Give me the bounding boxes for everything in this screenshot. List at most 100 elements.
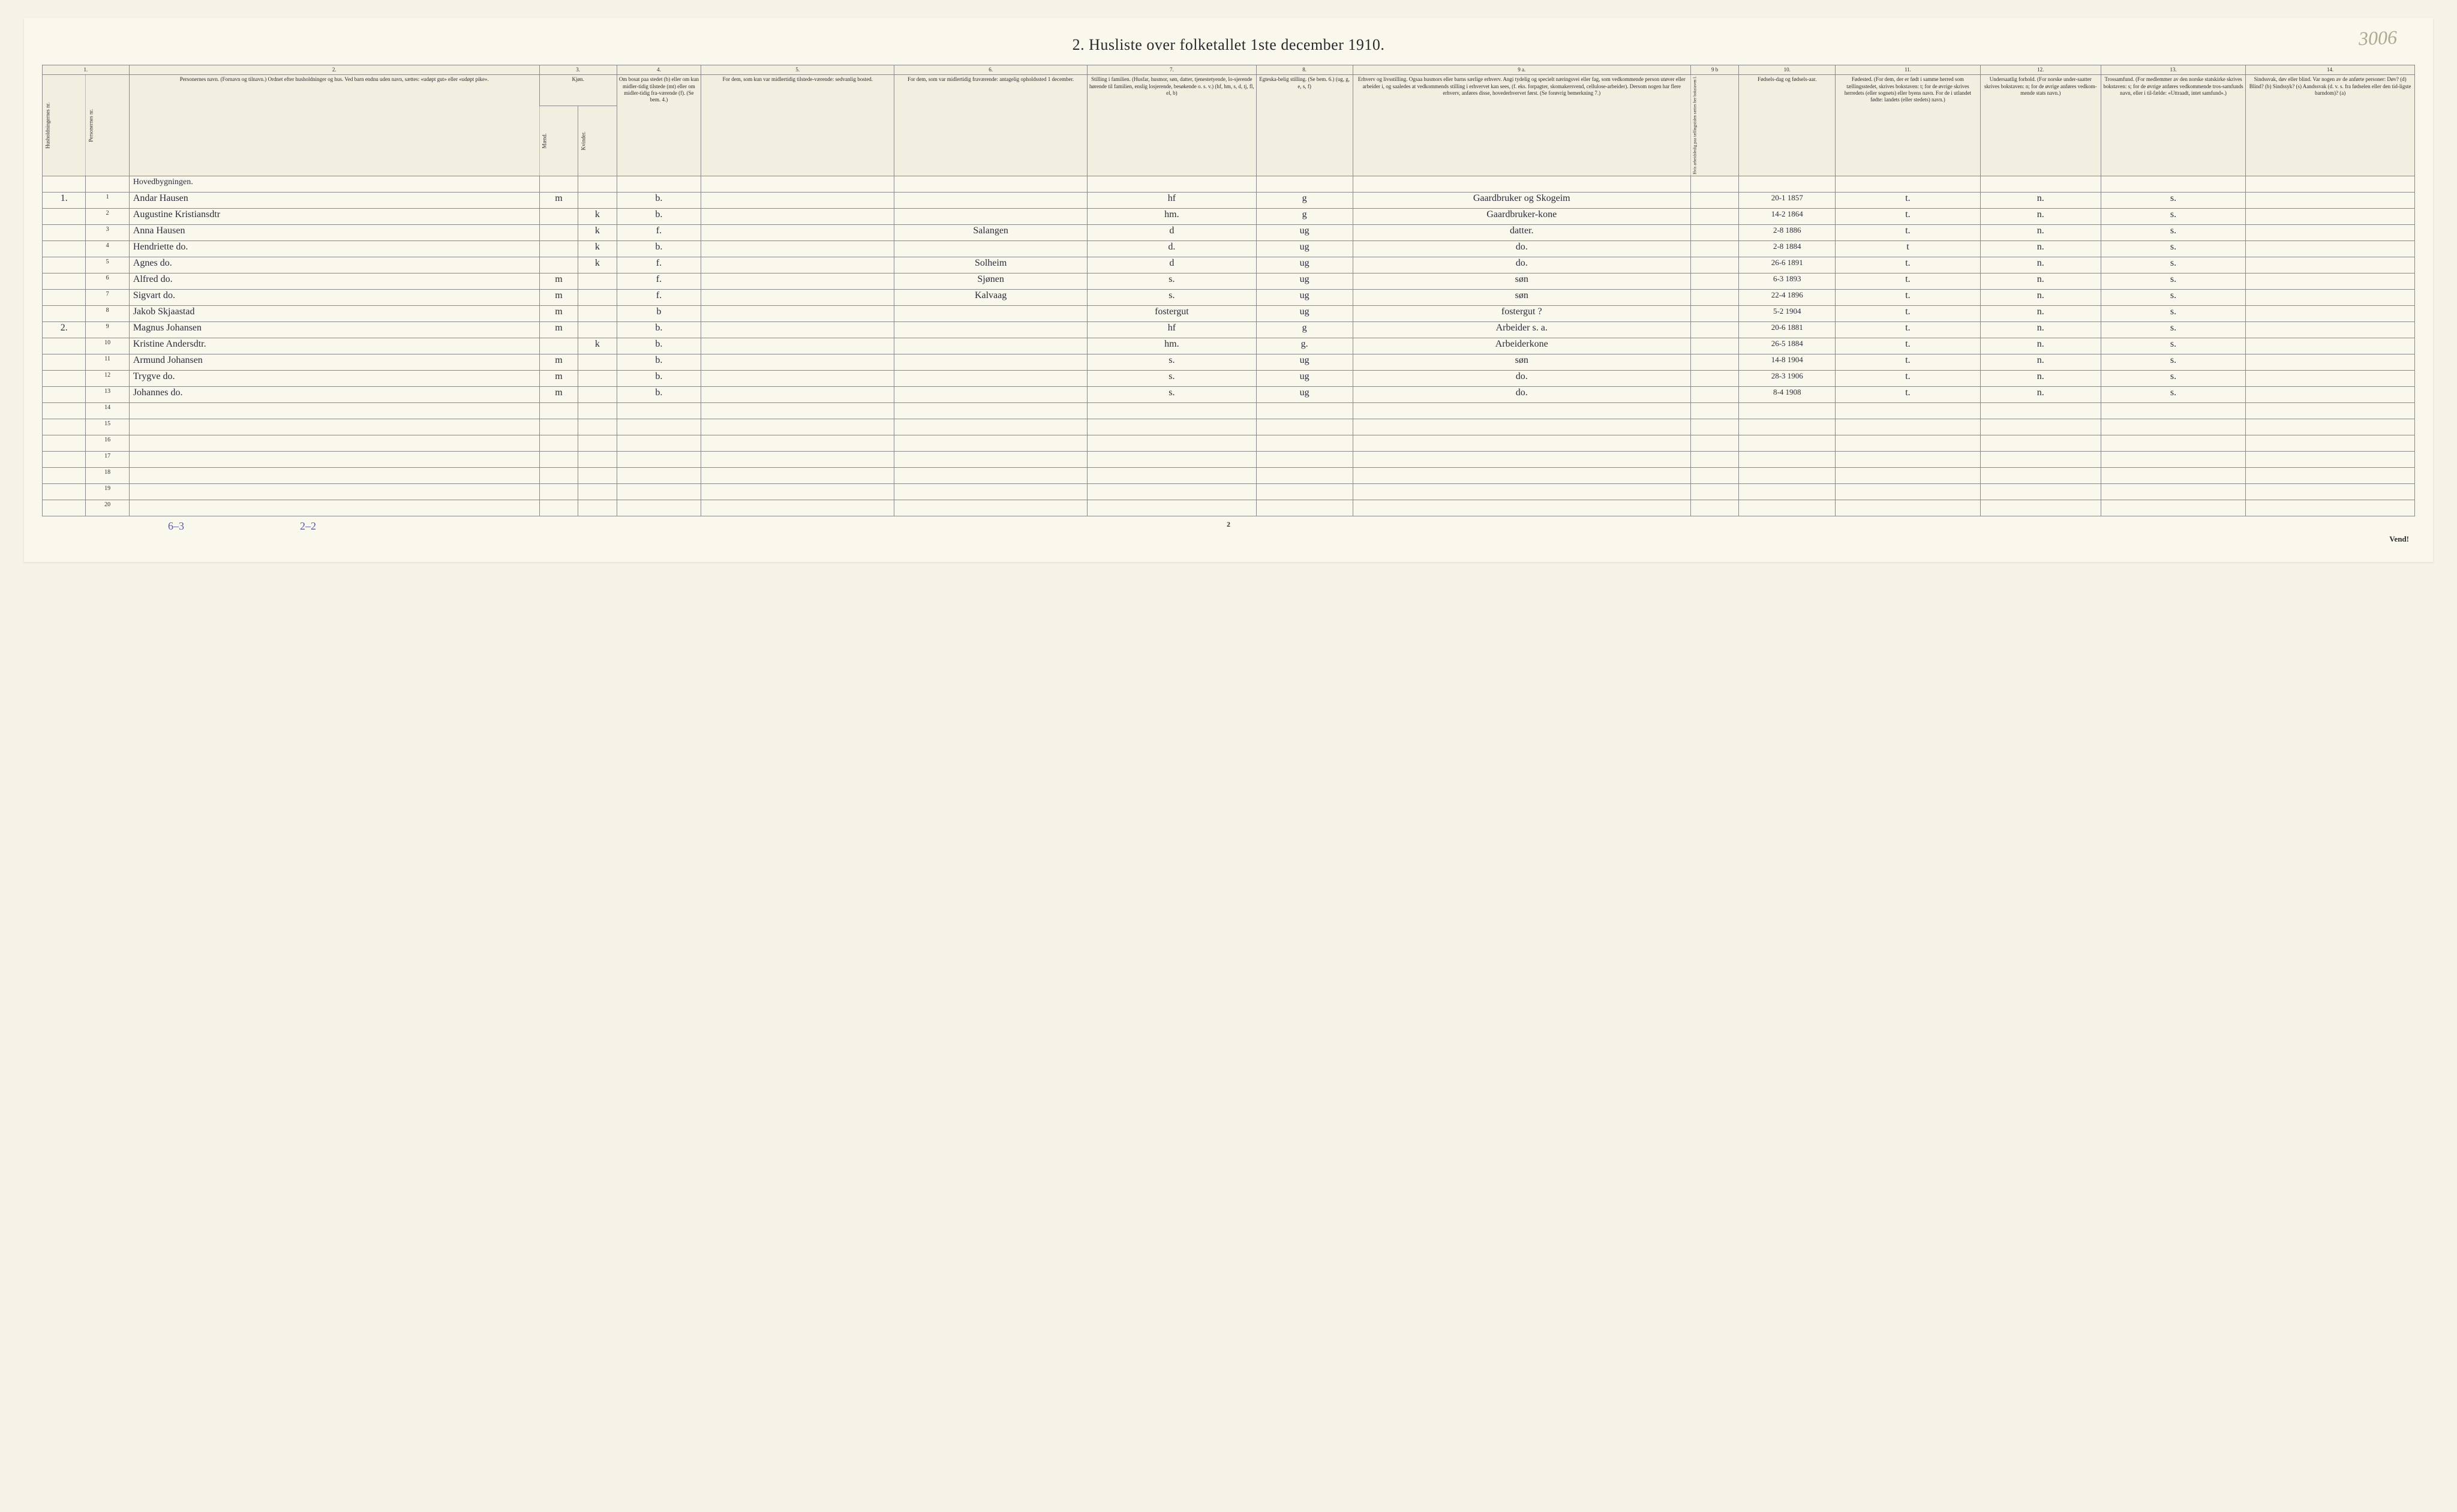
cell-empty <box>1980 500 2101 516</box>
cell-pn: 1 <box>86 192 129 208</box>
cell-name: Jakob Skjaastad <box>129 305 539 321</box>
cell-empty <box>1353 402 1690 419</box>
colnum-2: 2. <box>129 65 539 75</box>
table-row: 8Jakob Skjaastadmbfostergutugfostergut ?… <box>43 305 2415 321</box>
cell-und: n. <box>1980 273 2101 289</box>
cell-bos: b. <box>617 208 701 224</box>
hdr-female: Kvinder. <box>578 106 617 176</box>
cell-empty <box>129 435 539 451</box>
cell-empty <box>2101 451 2245 467</box>
cell-bos: b. <box>617 321 701 338</box>
cell-empty <box>1088 467 1257 483</box>
cell-empty <box>1836 435 1980 451</box>
cell-stil: hm. <box>1088 208 1257 224</box>
cell-empty <box>1088 435 1257 451</box>
cell-name: Andar Hausen <box>129 192 539 208</box>
cell-empty <box>1353 483 1690 500</box>
cell-hn <box>43 370 86 386</box>
cell-empty <box>1739 467 1836 483</box>
cell-fst: t. <box>1836 370 1980 386</box>
hdr-sex: Kjøn. <box>539 75 617 106</box>
cell-tro: s. <box>2101 370 2245 386</box>
cell-empty <box>539 435 578 451</box>
cell-empty <box>43 467 86 483</box>
cell-mid <box>701 305 894 321</box>
colnum-13: 13. <box>2101 65 2245 75</box>
cell-fst: t <box>1836 241 1980 257</box>
cell-empty <box>1353 500 1690 516</box>
cell-erv: do. <box>1353 241 1690 257</box>
cell-bos: b. <box>617 338 701 354</box>
cell-empty <box>1980 435 2101 451</box>
table-row-empty: 14 <box>43 402 2415 419</box>
cell-name: Johannes do. <box>129 386 539 402</box>
cell-km <box>539 224 578 241</box>
cell-bos: f. <box>617 273 701 289</box>
cell-hn <box>43 273 86 289</box>
hdr-temp-present: For dem, som kun var midlertidig tilsted… <box>701 75 894 176</box>
cell-fod: 20-1 1857 <box>1739 192 1836 208</box>
cell-empty <box>1980 483 2101 500</box>
cell-hn <box>43 257 86 273</box>
colnum-6: 6. <box>894 65 1088 75</box>
cell-empty <box>1690 451 1738 467</box>
cell-pn: 5 <box>86 257 129 273</box>
cell-fst: t. <box>1836 386 1980 402</box>
cell-tro: s. <box>2101 241 2245 257</box>
cell-empty <box>1088 483 1257 500</box>
cell-empty <box>1836 467 1980 483</box>
cell-empty <box>701 435 894 451</box>
cell-und: n. <box>1980 241 2101 257</box>
hdr-person-nr: Personernes nr. <box>86 75 129 176</box>
cell-egt: g <box>1256 321 1353 338</box>
cell-und: n. <box>1980 208 2101 224</box>
cell-empty <box>578 483 617 500</box>
cell-fod: 8-4 1908 <box>1739 386 1836 402</box>
hdr-residence: Om bosat paa stedet (b) eller om kun mid… <box>617 75 701 176</box>
table-row: 5Agnes do.kf.Solheimdugdo.26-6 1891t.n.s… <box>43 257 2415 273</box>
section-label: Hovedbygningen. <box>129 176 539 192</box>
cell-fst: t. <box>1836 208 1980 224</box>
cell-und: n. <box>1980 321 2101 338</box>
table-row: 2.9Magnus Johansenmb.hfgArbeider s. a.20… <box>43 321 2415 338</box>
colnum-9a: 9 a. <box>1353 65 1690 75</box>
cell-stil: d. <box>1088 241 1257 257</box>
cell-kk: k <box>578 241 617 257</box>
cell-und: n. <box>1980 224 2101 241</box>
cell-fod: 20-6 1881 <box>1739 321 1836 338</box>
cell-kk <box>578 305 617 321</box>
cell-erv: Arbeiderkone <box>1353 338 1690 354</box>
cell-kk <box>578 354 617 370</box>
colnum-8: 8. <box>1256 65 1353 75</box>
cell-empty <box>1739 419 1836 435</box>
cell-empty <box>1836 451 1980 467</box>
cell-pn: 7 <box>86 289 129 305</box>
cell-stil: d <box>1088 224 1257 241</box>
table-body: Hovedbygningen. 1.1Andar Hausenmb.hfgGaa… <box>43 176 2415 516</box>
cell-pn: 12 <box>86 370 129 386</box>
cell-empty <box>894 435 1088 451</box>
cell-kk <box>578 273 617 289</box>
cell-empty <box>539 402 578 419</box>
cell-fst: t. <box>1836 338 1980 354</box>
cell-fod: 28-3 1906 <box>1739 370 1836 386</box>
cell-fod: 14-2 1864 <box>1739 208 1836 224</box>
hdr-name: Personernes navn. (Fornavn og tilnavn.) … <box>129 75 539 176</box>
cell-mid <box>701 321 894 338</box>
cell-n9b <box>1690 208 1738 224</box>
cell-fra: Salangen <box>894 224 1088 241</box>
cell-empty <box>894 483 1088 500</box>
cell-und: n. <box>1980 289 2101 305</box>
header-row: Husholdningernes nr. Personernes nr. Per… <box>43 75 2415 106</box>
cell-erv: do. <box>1353 257 1690 273</box>
cell-tro: s. <box>2101 224 2245 241</box>
cell-n9b <box>1690 321 1738 338</box>
table-row: 3Anna Hausenkf.Salangendugdatter.2-8 188… <box>43 224 2415 241</box>
cell-fra <box>894 192 1088 208</box>
cell-km: m <box>539 289 578 305</box>
cell-empty <box>1980 419 2101 435</box>
cell-empty <box>2246 451 2415 467</box>
footer: 6–3 2–2 2 Vend! <box>42 520 2415 538</box>
cell-egt: g <box>1256 192 1353 208</box>
cell-sin <box>2246 208 2415 224</box>
